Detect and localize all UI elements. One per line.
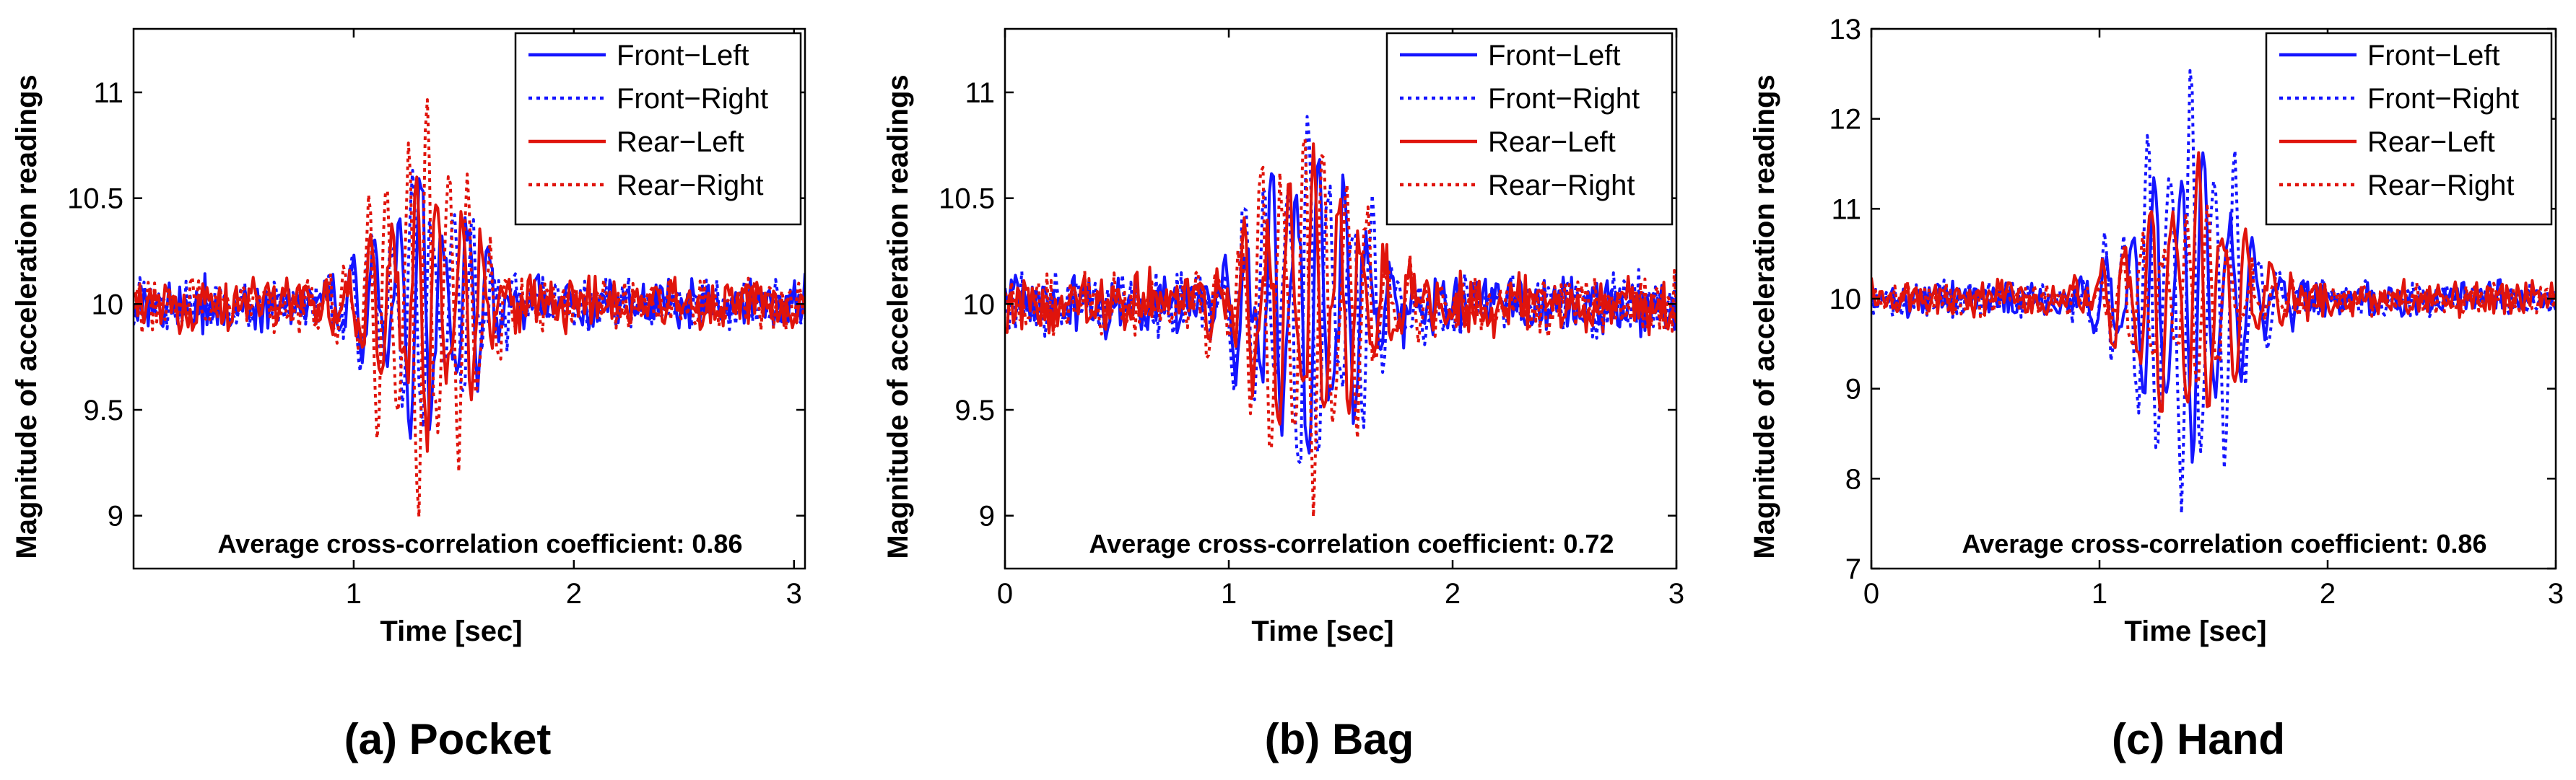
legend-entry: Rear−Right [617,170,763,201]
y-tick-label: 11 [1831,193,1861,225]
y-tick-label: 12 [1829,104,1862,136]
x-tick-label: 3 [1668,578,1684,610]
series-line-rear-right [134,98,805,519]
x-axis-label: Time [sec] [1251,615,1393,647]
y-tick-label: 10 [963,289,996,320]
x-axis-label: Time [sec] [380,615,522,647]
panel-caption: (a) Pocket [344,715,552,763]
series-line-front-right [1871,69,2556,515]
panel-caption: (b) Bag [1265,715,1414,763]
legend-entry: Rear−Right [1488,170,1635,201]
x-tick-label: 3 [786,578,802,610]
legend-entry: Rear−Right [2367,170,2514,201]
y-tick-label: 11 [965,77,995,109]
y-tick-label: 9.5 [954,395,995,426]
y-axis-label: Magnitude of acceleration readings [882,74,914,558]
legend-entry: Rear−Left [1488,126,1616,158]
axes-box [1004,27,1678,570]
chart-panel-2: 0 1 2 3 9 9.5 10 10.5 11 Time [sec] Magnitude of a… [882,27,1684,763]
x-tick-label: 1 [1221,578,1237,610]
legend: Front−Left Front−Right Rear−Left Rear−Right [514,32,802,226]
y-axis-label: Magnitude of acceleration readings [1749,74,1780,558]
y-tick-label: 7 [1845,553,1861,585]
y-axis-label: Magnitude of acceleration readings [11,74,43,558]
annotation: Average cross-correlation coefficient: 0… [1089,529,1614,558]
axes-box [132,27,806,570]
x-tick-label: 0 [997,578,1013,610]
panel-caption: (c) Hand [2112,715,2285,763]
legend-entry: Front−Left [1488,40,1620,71]
legend-entry: Front−Left [2367,40,2499,71]
legend: Front−Left Front−Right Rear−Left Rear−Right [1385,32,1674,226]
series-line-rear-right [1005,137,1676,519]
x-tick-label: 2 [1445,578,1461,610]
y-tick-label: 11 [93,77,123,109]
y-tick-label: 10 [1829,284,1862,315]
legend-entry: Front−Left [617,40,749,71]
y-tick-label: 10.5 [67,183,123,215]
y-tick-label: 13 [1829,14,1862,45]
annotation: Average cross-correlation coefficient: 0… [1962,529,2487,558]
y-tick-label: 9.5 [83,395,123,426]
legend-entry: Rear−Left [617,126,744,158]
y-tick-label: 9 [108,501,123,533]
x-tick-label: 1 [346,578,362,610]
y-tick-label: 10 [92,289,124,320]
x-tick-label: 0 [1863,578,1879,610]
y-tick-label: 8 [1845,463,1861,495]
legend-box [514,32,802,226]
x-tick-label: 2 [2320,578,2336,610]
chart-panel-1: 1 2 3 9 9.5 10 10.5 11 Time [sec] Magnitude of ac… [11,27,806,763]
legend-box [2265,32,2553,226]
legend-entry: Front−Right [617,83,768,115]
legend: Front−Left Front−Right Rear−Left Rear−Right [2265,32,2553,226]
y-tick-label: 10.5 [939,183,995,215]
y-tick-label: 9 [1845,374,1861,406]
y-tick-label: 9 [979,501,995,533]
annotation: Average cross-correlation coefficient: 0… [218,529,743,558]
series-line-rear-right [1871,204,2556,385]
x-tick-label: 2 [566,578,582,610]
x-tick-label: 1 [2092,578,2107,610]
legend-box [1385,32,1674,226]
x-tick-label: 3 [2548,578,2564,610]
legend-entry: Front−Right [2367,83,2519,115]
legend-entry: Front−Right [1488,83,1640,115]
legend-entry: Rear−Left [2367,126,2495,158]
x-axis-label: Time [sec] [2124,615,2266,647]
